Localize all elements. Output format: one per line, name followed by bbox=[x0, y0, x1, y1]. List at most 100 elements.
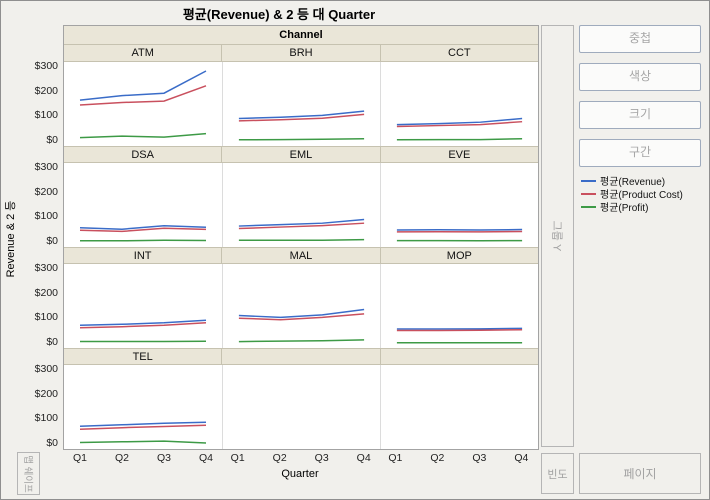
x-axis[interactable]: Q1 Q2 Q3 Q4 Q1 Q2 Q3 Q4 Q1 Q2 Q3 Q4 bbox=[64, 452, 537, 465]
y-tick-label: $100 bbox=[34, 311, 58, 324]
facet-panel-eml[interactable] bbox=[222, 163, 380, 247]
legend-item-product-cost[interactable]: 평균(Product Cost) bbox=[581, 187, 683, 201]
facet-panel-mop[interactable] bbox=[380, 264, 538, 348]
series-line[interactable] bbox=[238, 113, 365, 122]
series-line[interactable] bbox=[238, 313, 365, 321]
facet-panel-mal[interactable] bbox=[222, 264, 380, 348]
x-tick-label: Q2 bbox=[114, 452, 130, 464]
x-tick-label: Q2 bbox=[430, 452, 445, 464]
series-line[interactable] bbox=[79, 227, 207, 233]
y-tick-label: $200 bbox=[34, 84, 58, 97]
series-line[interactable] bbox=[79, 132, 207, 139]
interval-button[interactable]: 구간 bbox=[579, 139, 701, 167]
freq-dropzone[interactable]: 빈도 bbox=[541, 453, 574, 494]
color-button[interactable]: 색상 bbox=[579, 63, 701, 91]
y-axis[interactable]: $300 $200 $100 $0 $300 $200 $100 $0 $300 $200 $100… bbox=[21, 25, 61, 455]
facet-panel-tel[interactable] bbox=[64, 365, 222, 449]
legend-label: 평균(Product Cost) bbox=[600, 190, 683, 201]
facet-column-header: Channel bbox=[64, 26, 538, 45]
series-line[interactable] bbox=[79, 224, 207, 230]
facet-panel-empty[interactable] bbox=[380, 365, 538, 449]
facet-header-mop: MOP bbox=[379, 247, 538, 264]
page-dropzone-label: 페이지 bbox=[623, 467, 657, 481]
legend-item-profit[interactable]: 평균(Profit) bbox=[581, 200, 683, 214]
series-line[interactable] bbox=[396, 138, 523, 141]
legend-label: 평균(Profit) bbox=[600, 203, 649, 214]
series-line[interactable] bbox=[396, 327, 523, 330]
series-line[interactable] bbox=[79, 440, 207, 444]
facet-panel-atm[interactable] bbox=[64, 62, 222, 146]
facet-panel-cct[interactable] bbox=[380, 62, 538, 146]
facet-header-tel: TEL bbox=[64, 348, 222, 365]
facet-header-brh: BRH bbox=[221, 45, 380, 62]
series-line[interactable] bbox=[238, 110, 365, 120]
x-tick-label: Q4 bbox=[198, 452, 214, 464]
series-line[interactable] bbox=[238, 138, 365, 141]
y-tick-label: $300 bbox=[34, 161, 58, 173]
chart-title: 평균(Revenue) & 2 등 대 Quarter bbox=[182, 7, 376, 22]
freq-dropzone-label: 빈도 bbox=[547, 468, 568, 481]
series-line[interactable] bbox=[79, 70, 207, 101]
page-dropzone[interactable]: 페이지 bbox=[579, 453, 701, 494]
facet-header-empty bbox=[221, 348, 380, 365]
y-tick-label: $200 bbox=[34, 185, 58, 198]
series-line[interactable] bbox=[79, 322, 207, 329]
y-tick-label: $0 bbox=[46, 235, 58, 247]
x-tick-label: Q2 bbox=[272, 452, 287, 464]
x-axis-title: Quarter bbox=[281, 468, 319, 480]
y-tick-label: $100 bbox=[34, 109, 58, 122]
facet-header-int: INT bbox=[64, 247, 222, 264]
series-line[interactable] bbox=[238, 222, 365, 230]
x-tick-label: Q1 bbox=[388, 452, 403, 464]
x-tick-label: Q3 bbox=[156, 452, 172, 464]
facet-header-empty bbox=[379, 348, 538, 365]
series-line[interactable] bbox=[79, 319, 207, 327]
y-tick-label: $200 bbox=[34, 286, 58, 299]
series-line[interactable] bbox=[396, 329, 523, 332]
product-cost-line-swatch bbox=[581, 192, 596, 195]
y-tick-label: $200 bbox=[34, 387, 58, 400]
series-line[interactable] bbox=[238, 218, 365, 227]
y-tick-label: $100 bbox=[34, 412, 58, 425]
series-line[interactable] bbox=[79, 421, 207, 428]
trellis-chart: $300 $200 $100 $0 $300 $200 $100 $0 $300 $200 $100… bbox=[21, 25, 539, 480]
overlap-button[interactable]: 중첩 bbox=[579, 25, 701, 53]
x-tick-label: Q1 bbox=[230, 452, 245, 464]
y-tick-label: $0 bbox=[46, 437, 58, 449]
legend-label: 평균(Revenue) bbox=[600, 177, 666, 188]
x-tick-label: Q3 bbox=[314, 452, 329, 464]
facet-header-eml: EML bbox=[221, 146, 380, 163]
facet-grid-frame: Channel ATM BRH CCT DSA EML EVE INT MAL MOP TEL bbox=[63, 25, 539, 450]
y-tick-label: $100 bbox=[34, 210, 58, 223]
x-tick-label: Q3 bbox=[472, 452, 487, 464]
series-line[interactable] bbox=[79, 424, 207, 430]
facet-panel-eve[interactable] bbox=[380, 163, 538, 247]
facet-panel-brh[interactable] bbox=[222, 62, 380, 146]
group-y-dropzone[interactable]: 그룹 Y bbox=[541, 25, 574, 447]
profit-line-swatch bbox=[581, 205, 596, 208]
series-line[interactable] bbox=[238, 238, 365, 242]
facet-header-cct: CCT bbox=[379, 45, 538, 62]
map-shape-dropzone[interactable]: 맵 쉐이프 bbox=[17, 452, 40, 495]
series-line[interactable] bbox=[238, 308, 365, 319]
series-line[interactable] bbox=[79, 85, 207, 106]
map-shape-dropzone-label: 맵 쉐이프 bbox=[21, 454, 33, 493]
size-button[interactable]: 크기 bbox=[579, 101, 701, 129]
x-tick-label: Q4 bbox=[514, 452, 529, 464]
series-line[interactable] bbox=[396, 117, 523, 126]
facet-panel-dsa[interactable] bbox=[64, 163, 222, 247]
facet-panel-empty[interactable] bbox=[222, 365, 380, 449]
facet-header-eve: EVE bbox=[379, 146, 538, 163]
y-tick-label: $300 bbox=[34, 60, 58, 72]
series-line[interactable] bbox=[80, 239, 207, 242]
series-line[interactable] bbox=[238, 339, 365, 343]
legend-item-revenue[interactable]: 평균(Revenue) bbox=[581, 174, 683, 188]
y-axis-title: Revenue & 2 등 bbox=[5, 200, 17, 278]
y-tick-label: $300 bbox=[34, 262, 58, 274]
series-line[interactable] bbox=[396, 120, 523, 128]
y-tick-label: $0 bbox=[46, 336, 58, 348]
facet-header-mal: MAL bbox=[221, 247, 380, 264]
facet-grid: ATM BRH CCT DSA EML EVE INT MAL MOP TEL bbox=[64, 45, 538, 449]
facet-panel-int[interactable] bbox=[64, 264, 222, 348]
